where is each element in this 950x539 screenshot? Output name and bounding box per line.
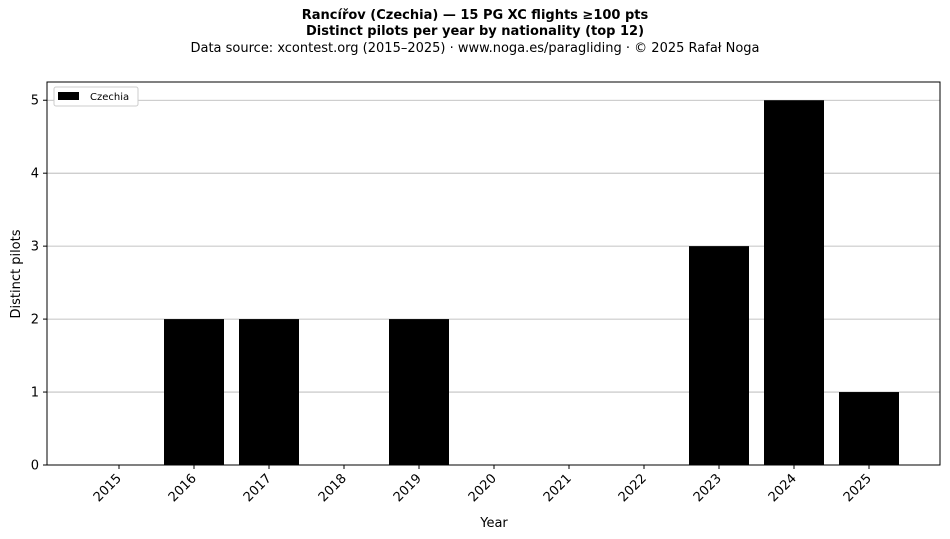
x-tick-label-2022: 2022	[616, 471, 650, 505]
x-tick-label-2017: 2017	[241, 471, 275, 505]
chart-subtitle: Distinct pilots per year by nationality …	[305, 24, 645, 39]
bars	[164, 100, 899, 465]
x-tick-label-2016: 2016	[166, 471, 200, 505]
legend-box	[53, 86, 139, 107]
y-tick-label-2: 2	[31, 313, 39, 328]
x-axis: 2015 2016 2017 2018 2019 2020 2021 2022 2023 2024…	[91, 465, 875, 505]
chart-source: Data source: xcontest.org (2015–2025) · …	[190, 41, 760, 56]
legend-label-czechia: Czechia	[90, 92, 129, 103]
bar-2019	[389, 319, 449, 465]
x-tick-label-2019: 2019	[391, 471, 425, 505]
bar-2016	[164, 319, 224, 465]
x-axis-label: Year	[479, 516, 508, 531]
y-tick-label-5: 5	[31, 94, 39, 109]
y-axis-label: Distinct pilots	[9, 229, 24, 318]
bar-2025	[839, 392, 899, 465]
bar-2023	[689, 246, 749, 465]
x-tick-label-2015: 2015	[91, 471, 125, 505]
y-tick-label-0: 0	[31, 459, 39, 474]
legend: Czechia	[53, 86, 139, 107]
y-axis: 0 1 2 3 4 5	[31, 94, 47, 474]
x-tick-label-2023: 2023	[691, 471, 725, 505]
chart-title: Rancířov (Czechia) — 15 PG XC flights ≥1…	[301, 8, 649, 23]
x-tick-label-2020: 2020	[466, 471, 500, 505]
y-tick-label-3: 3	[31, 240, 39, 255]
y-tick-label-4: 4	[31, 167, 39, 182]
legend-swatch	[58, 92, 79, 100]
bar-2017	[239, 319, 299, 465]
x-tick-label-2021: 2021	[541, 471, 575, 505]
x-tick-label-2025: 2025	[841, 471, 875, 505]
bar-2024	[764, 100, 824, 465]
y-tick-label-1: 1	[31, 386, 39, 401]
x-tick-label-2018: 2018	[316, 471, 350, 505]
x-tick-label-2024: 2024	[766, 471, 800, 505]
